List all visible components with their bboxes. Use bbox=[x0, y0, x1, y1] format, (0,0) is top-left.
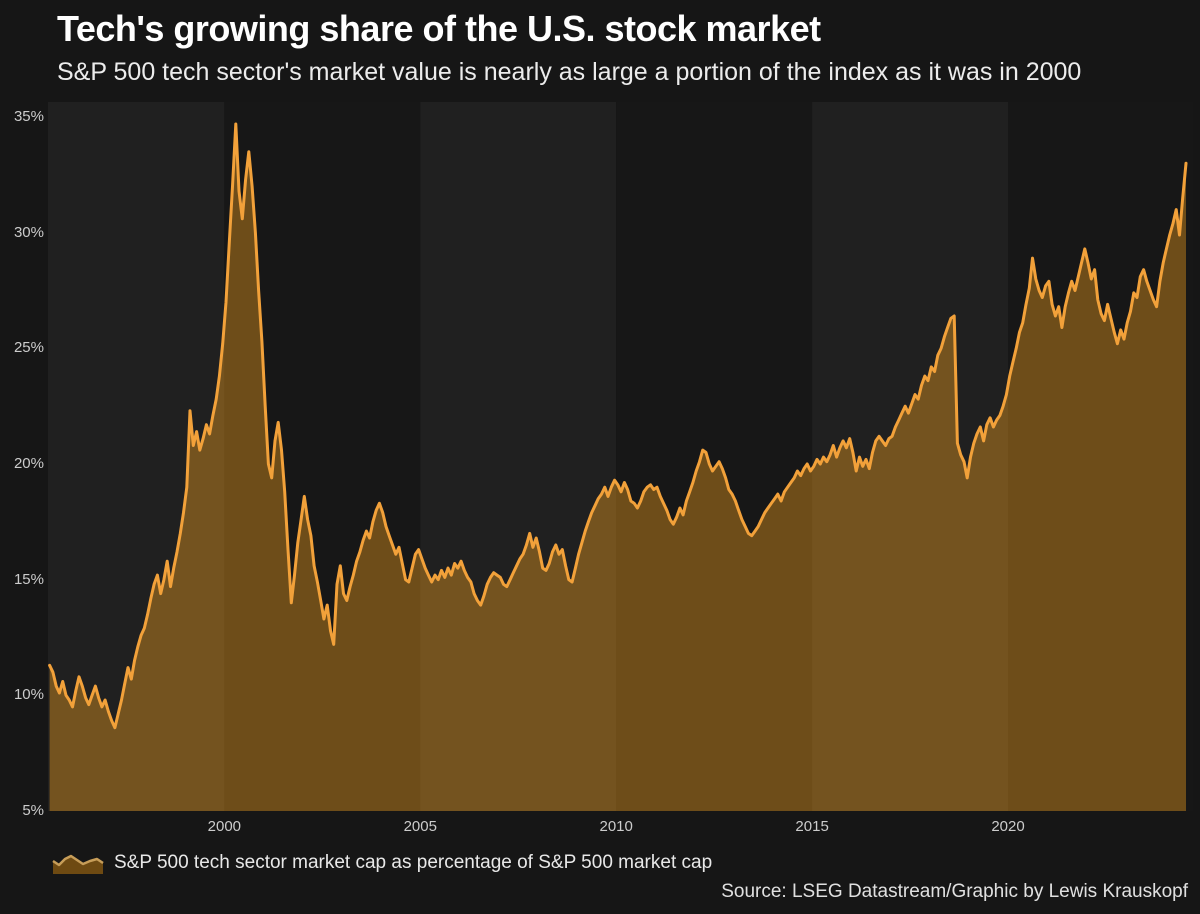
source-credit: Source: LSEG Datastream/Graphic by Lewis… bbox=[721, 881, 1188, 902]
background-band bbox=[420, 102, 617, 811]
legend: S&P 500 tech sector market cap as percen… bbox=[52, 851, 712, 875]
y-tick-label: 15% bbox=[13, 570, 44, 588]
legend-label: S&P 500 tech sector market cap as percen… bbox=[114, 852, 713, 873]
x-tick-label: 2010 bbox=[599, 818, 633, 835]
y-tick-label: 25% bbox=[13, 339, 44, 357]
series-area-fill bbox=[49, 124, 1187, 811]
y-tick-label: 35% bbox=[13, 108, 44, 126]
x-tick-label: 2000 bbox=[207, 818, 242, 835]
series-line bbox=[48, 122, 1188, 730]
x-tick-label: 2015 bbox=[795, 818, 829, 835]
background-band bbox=[812, 102, 1008, 811]
page-subtitle: S&P 500 tech sector's market value is ne… bbox=[57, 58, 1082, 86]
area-series-icon bbox=[52, 854, 104, 874]
x-tick-label: 2005 bbox=[403, 818, 437, 835]
x-tick-label: 2020 bbox=[991, 818, 1025, 835]
plot-area bbox=[48, 102, 1193, 811]
y-tick-label: 30% bbox=[13, 223, 44, 241]
y-tick-label: 20% bbox=[13, 455, 44, 473]
background-band bbox=[48, 102, 225, 811]
area-chart-svg bbox=[48, 102, 1193, 811]
y-tick-label: 10% bbox=[13, 686, 44, 704]
background-band bbox=[224, 102, 421, 811]
y-tick-label: 5% bbox=[22, 802, 44, 819]
page-title: Tech's growing share of the U.S. stock m… bbox=[57, 8, 821, 49]
background-band bbox=[616, 102, 813, 811]
background-band bbox=[1008, 102, 1193, 811]
